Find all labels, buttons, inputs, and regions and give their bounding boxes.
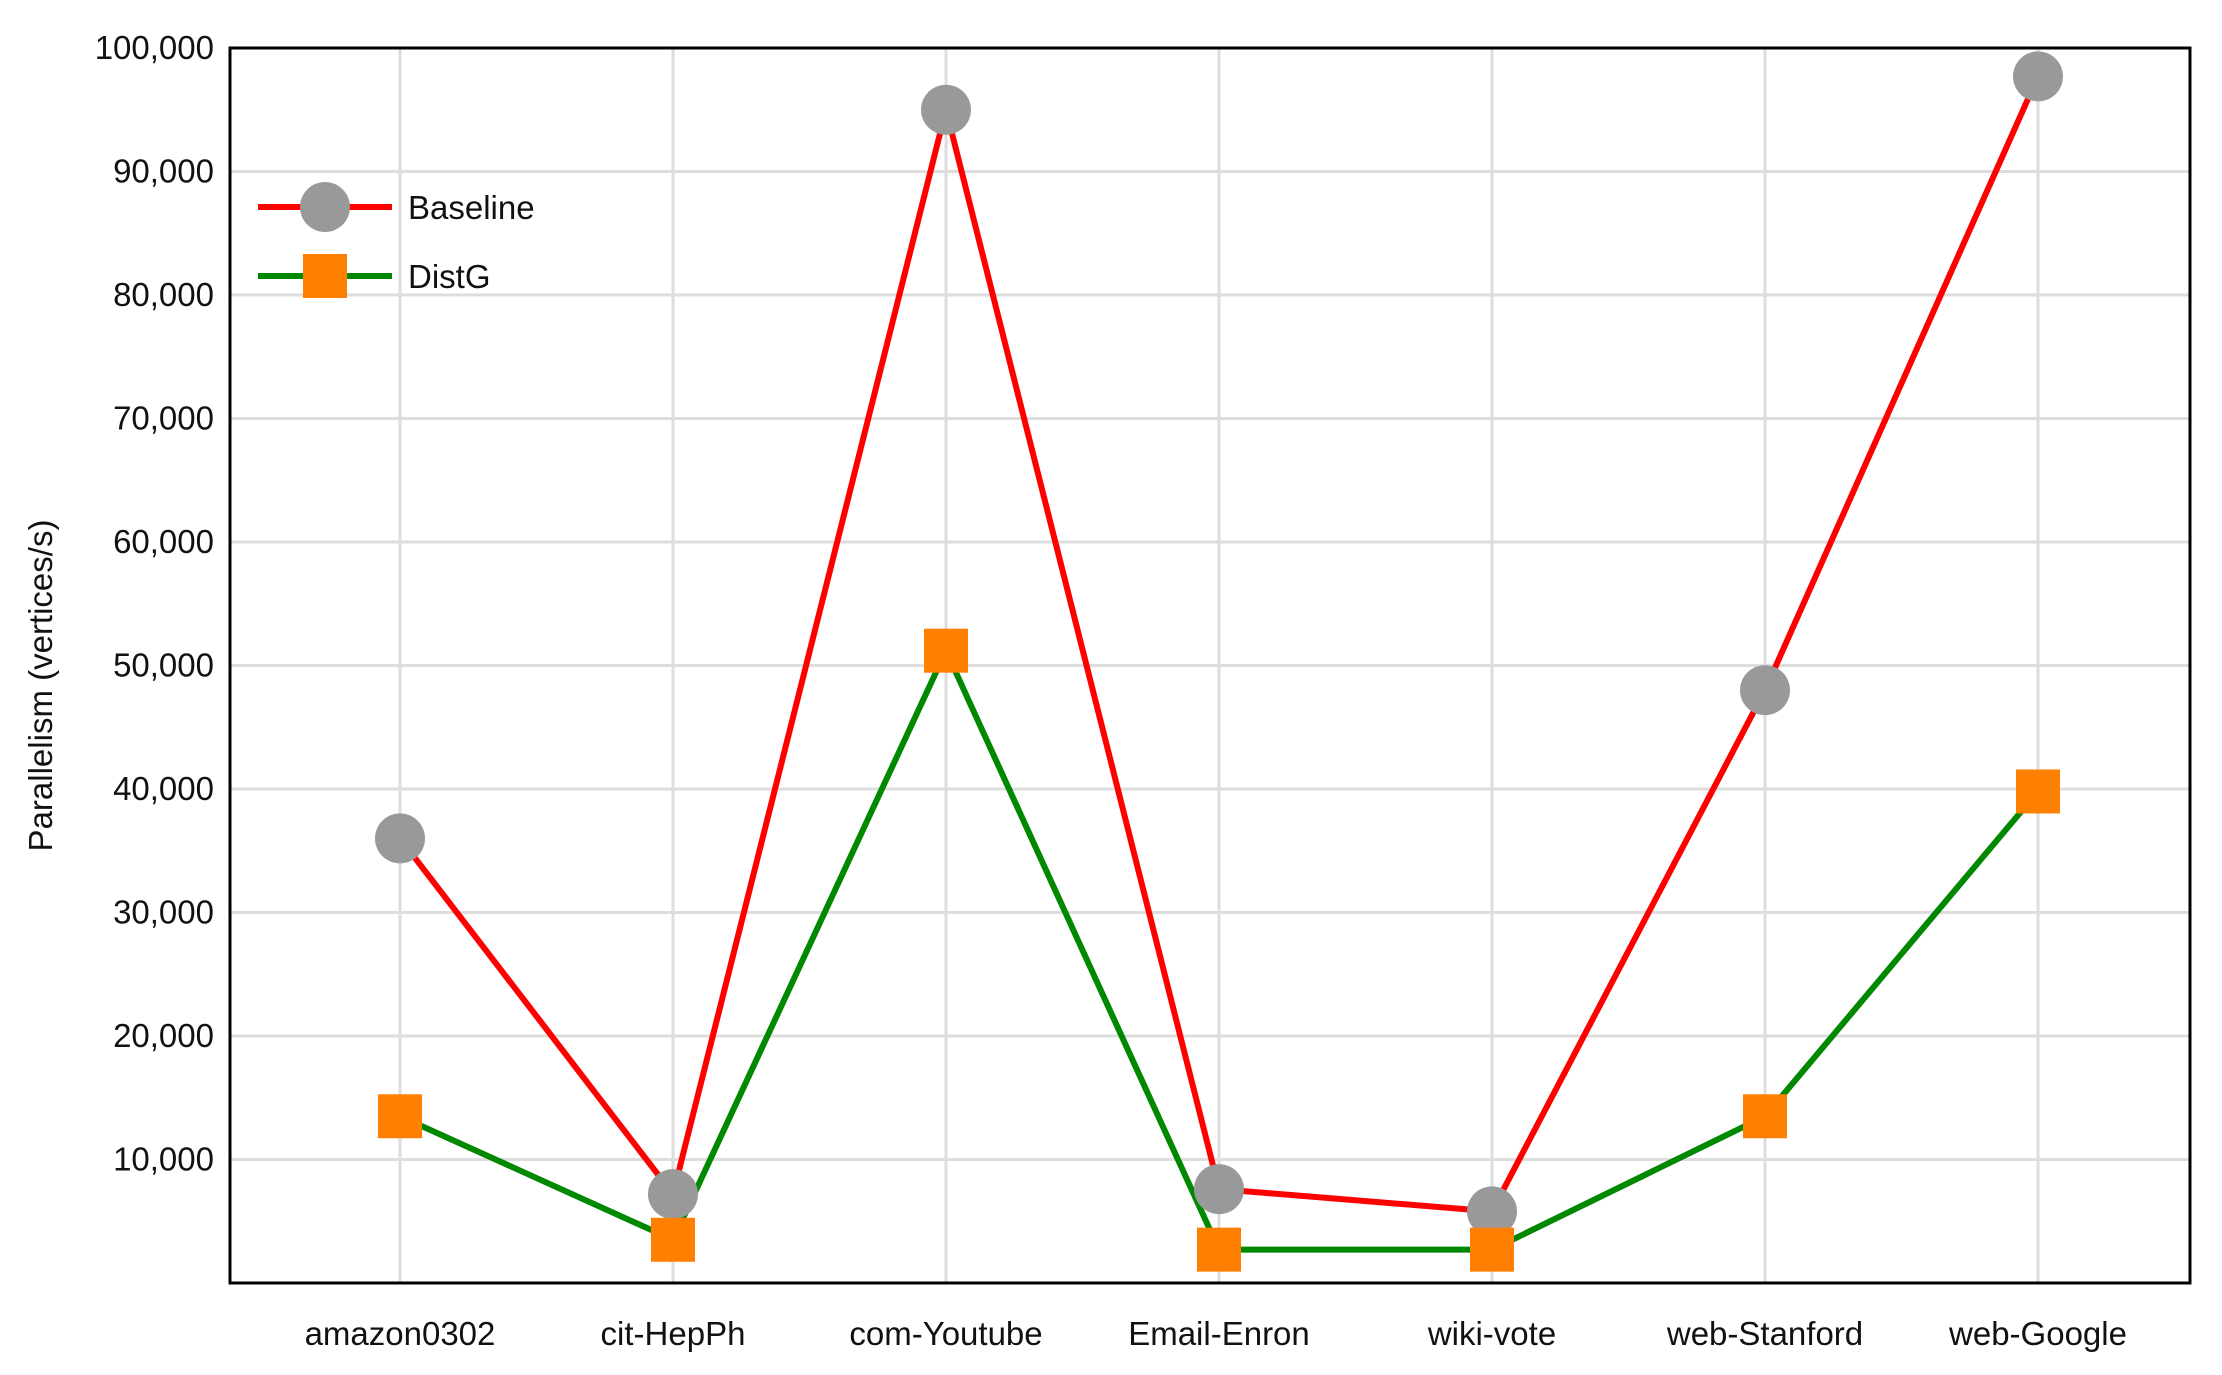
y-tick-label: 70,000	[113, 400, 214, 437]
y-tick-label: 20,000	[113, 1017, 214, 1054]
data-point-baseline	[1467, 1186, 1517, 1237]
data-point-baseline	[2013, 51, 2063, 102]
x-tick-label: Email-Enron	[1128, 1315, 1310, 1352]
legend-label-baseline: Baseline	[408, 189, 535, 226]
legend-label-distg: DistG	[408, 258, 491, 295]
data-point-baseline	[1740, 665, 1790, 716]
y-tick-label: 60,000	[113, 523, 214, 560]
data-point-baseline	[375, 813, 425, 864]
legend-marker-baseline	[300, 182, 350, 232]
y-axis-title: Parallelism (vertices/s)	[22, 520, 59, 852]
data-point-distg	[2016, 769, 2060, 814]
x-tick-label: wiki-vote	[1427, 1315, 1556, 1352]
x-tick-label: amazon0302	[305, 1315, 496, 1352]
y-tick-label: 90,000	[113, 153, 214, 190]
data-point-baseline	[648, 1169, 698, 1220]
legend-marker-distg	[303, 254, 347, 298]
y-tick-label: 30,000	[113, 894, 214, 931]
legend: Baseline DistG	[258, 182, 535, 298]
x-tick-label: com-Youtube	[849, 1315, 1042, 1352]
grid	[230, 46, 2190, 1283]
data-point-distg	[378, 1094, 422, 1139]
data-point-distg	[1470, 1227, 1514, 1272]
x-axis-ticks: amazon0302 cit-HepPh com-Youtube Email-Enro…	[305, 1315, 2127, 1352]
data-point-distg	[1743, 1094, 1787, 1139]
data-point-baseline	[1194, 1164, 1244, 1215]
plot-frame	[228, 46, 2192, 1285]
y-tick-label: 80,000	[113, 276, 214, 313]
y-axis-ticks: 10,000 20,000 30,000 40,000 50,000 60,000 70,0…	[95, 29, 214, 1178]
y-tick-label: 40,000	[113, 770, 214, 807]
y-tick-label: 100,000	[95, 29, 214, 66]
y-tick-label: 50,000	[113, 647, 214, 684]
x-tick-label: web-Stanford	[1666, 1315, 1863, 1352]
data-point-distg	[924, 628, 968, 673]
x-tick-label: cit-HepPh	[601, 1315, 746, 1352]
data-point-distg	[651, 1217, 695, 1262]
x-tick-label: web-Google	[1948, 1315, 2127, 1352]
data-point-distg	[1197, 1227, 1241, 1272]
data-point-baseline	[921, 84, 971, 135]
series-markers	[375, 51, 2063, 1272]
y-tick-label: 10,000	[113, 1141, 214, 1178]
